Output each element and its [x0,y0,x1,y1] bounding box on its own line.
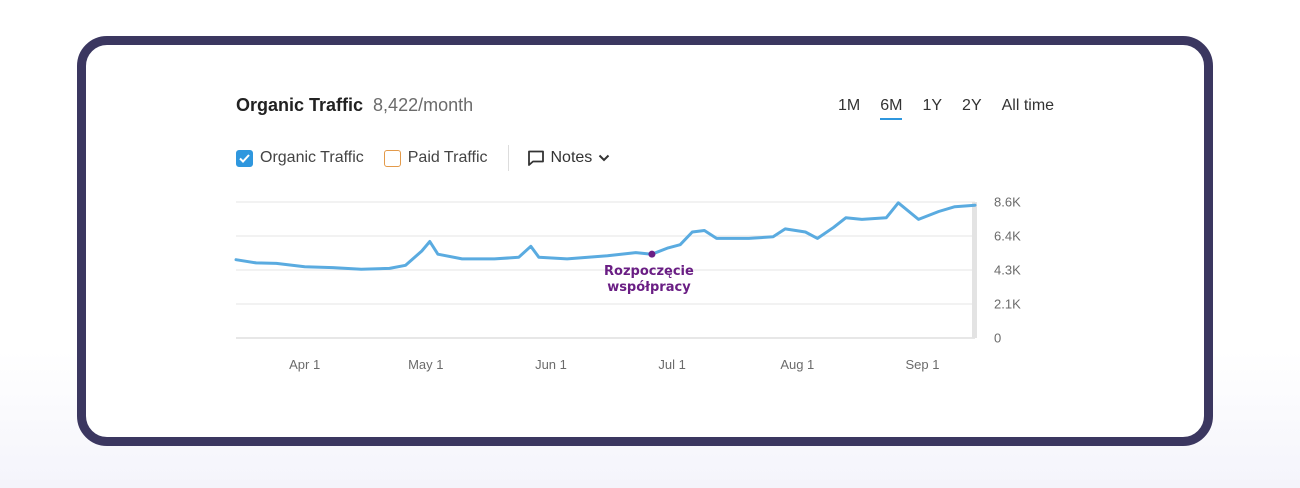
x-tick-label: Jun 1 [535,357,567,372]
notes-label: Notes [550,149,593,166]
y-tick-label: 4.3K [994,263,1021,278]
period-1y[interactable]: 1Y [922,97,943,114]
comment-icon [527,150,544,166]
notes-dropdown[interactable]: Notes [527,149,611,167]
widget-title: Organic Traffic [236,95,364,115]
chevron-down-icon [599,154,610,162]
x-tick-label: May 1 [408,357,443,372]
period-2y[interactable]: 2Y [962,97,982,114]
x-tick-label: Apr 1 [289,357,320,372]
paid-traffic-label[interactable]: Paid Traffic [407,149,488,166]
range-edge-bar [972,202,977,338]
x-tick-label: Jul 1 [658,357,685,372]
checkmark-icon [239,153,250,163]
period-6m[interactable]: 6M [880,97,903,120]
y-tick-label: 0 [994,331,1001,346]
x-tick-label: Sep 1 [906,357,940,372]
legend: Organic Traffic Paid Traffic Notes [236,145,610,171]
legend-divider [507,145,509,171]
annotation-label: Rozpoczęcie [604,264,694,279]
period-1m[interactable]: 1M [838,97,861,114]
period-selector: 1M 6M 1Y 2Y All time [838,97,1074,120]
widget-header: Organic Traffic 8,422/month [236,95,473,116]
traffic-value: 8,422/month [373,95,474,115]
annotation-label: współpracy [607,280,691,295]
organic-traffic-checkbox[interactable] [236,149,253,167]
y-tick-label: 2.1K [994,297,1021,312]
x-tick-label: Aug 1 [780,357,814,372]
paid-traffic-checkbox[interactable] [383,149,401,167]
y-tick-label: 6.4K [994,229,1021,244]
annotation-marker [648,250,656,258]
chart-card [77,36,1213,446]
period-all-time[interactable]: All time [1001,97,1055,114]
organic-traffic-label[interactable]: Organic Traffic [260,149,364,166]
y-tick-label: 8.6K [994,195,1021,210]
